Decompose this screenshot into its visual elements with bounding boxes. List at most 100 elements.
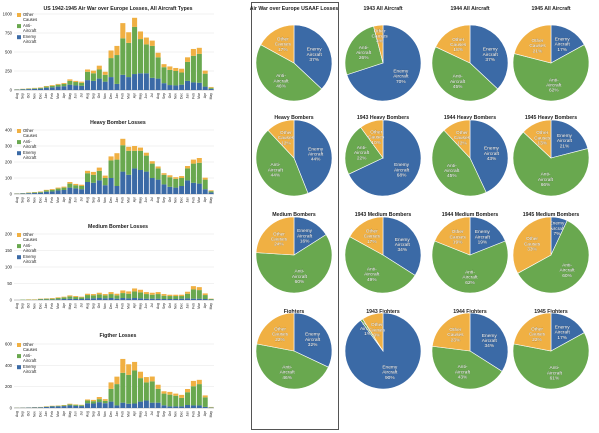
bar-segment [96,170,102,181]
bar-segment [179,84,185,90]
slice-label: Aircraft [559,268,575,274]
bar-segment [108,388,114,402]
x-tick-label: Jan [115,197,119,203]
pie-slice [513,312,552,352]
x-tick-label: Jul [80,411,84,416]
slice-label: Anti- [282,364,292,370]
slice-label: Other [374,28,386,34]
pie-title: 1943 Fighters [366,309,400,315]
bar-segment [155,402,161,408]
slice-label: Aircraft [555,330,571,336]
pie-title: Heavy Bombers [274,115,313,121]
bar-segment [49,298,55,299]
bar-segment [202,295,208,300]
bar-segment [61,297,67,300]
bar-segment [37,191,43,193]
bar-segment [208,191,214,193]
slice-label: Aircraft [547,370,563,376]
x-tick-label: Nov [174,93,178,99]
bar-segment [102,175,108,178]
y-tick-label: 50 [7,281,12,286]
bar-segment [137,170,143,194]
y-tick-label: 0 [10,298,13,303]
x-tick-label: Sep [21,411,25,417]
slice-label: Aircraft [549,226,565,232]
slice-label: Other [452,37,464,43]
bar-segment [61,187,67,190]
x-tick-label: Jan [115,303,119,309]
bar-segment [143,294,149,299]
bar-segment [137,31,143,40]
slice-label: Aircraft [280,370,296,376]
bar-segment [108,50,114,59]
slice-label: Other [277,36,289,42]
bar-segment [155,388,161,403]
slice-label: 22% [532,337,542,343]
x-tick-label: May [209,93,213,100]
bar-segment [143,382,149,401]
slice-label: Causes [450,42,467,48]
x-tick-label: Mar [197,410,201,417]
y-tick-label: 750 [5,31,13,36]
bar-segment [79,189,85,194]
bar-segment [79,297,85,300]
slice-label: Other [526,236,538,242]
slice-label: Other [371,322,383,328]
x-tick-label: Nov [32,303,36,309]
chart-title: Medium Bomber Losses [88,224,148,230]
pie-chart-13: FightersEnemyAircraft32%Anti-Aircraft46%… [255,309,333,390]
bar-segment [161,83,167,90]
pie-slice [512,332,590,390]
x-tick-label: Jan [185,93,189,99]
pie-chart-11: 1944 Medium BombersEnemyAircraft19%Anti-… [431,212,509,294]
bar-segment [132,370,138,404]
bar-segment [137,150,143,170]
bar-segment [185,389,191,393]
bar-segment [85,71,91,81]
slice-label: Enemy [393,68,409,74]
pie-slice [469,216,506,256]
slice-label: Aircraft [450,79,466,85]
pie-slice [434,216,471,256]
bar-segment [126,364,132,375]
x-tick-label: Sep [21,303,25,309]
bar-segment [73,80,79,83]
bar-segment [208,192,214,194]
bar-segment [85,69,91,72]
bar-segment [120,290,126,294]
bar-segment [114,384,120,406]
bar-segment [96,78,102,90]
slice-label: Other [273,231,285,237]
y-tick-label: 600 [5,342,13,347]
x-tick-label: May [138,197,142,204]
bar-segment [114,376,120,385]
slice-label: Causes [368,135,385,141]
bar-segment [196,183,202,194]
bar-segment [43,189,49,191]
bar-segment [120,138,126,146]
slice-label: Aircraft [308,151,324,157]
bar-segment [143,37,149,45]
bar-segment [155,52,161,58]
bar-segment [114,55,120,84]
bar-segment [108,58,114,78]
bar-segment [49,189,55,192]
slice-label: 4% [376,39,384,45]
bar-segment [73,404,79,406]
bar-segment [155,292,161,295]
bar-segment [126,298,132,300]
bar-segment [96,292,102,295]
bar-segment [161,173,167,175]
y-tick-label: 400 [5,363,13,368]
x-tick-label: Dec [38,303,42,309]
bar-segment [143,155,149,172]
bar-segment [179,298,185,300]
slice-label: Aircraft [297,233,313,239]
chart-title: Figther Losses [100,333,137,339]
bar-segment [149,402,155,408]
bar-segment [61,296,67,298]
bar-segment [73,188,79,194]
bar-segment [137,289,143,293]
x-tick-label: Jun [74,93,78,99]
bar-segment [126,150,132,175]
